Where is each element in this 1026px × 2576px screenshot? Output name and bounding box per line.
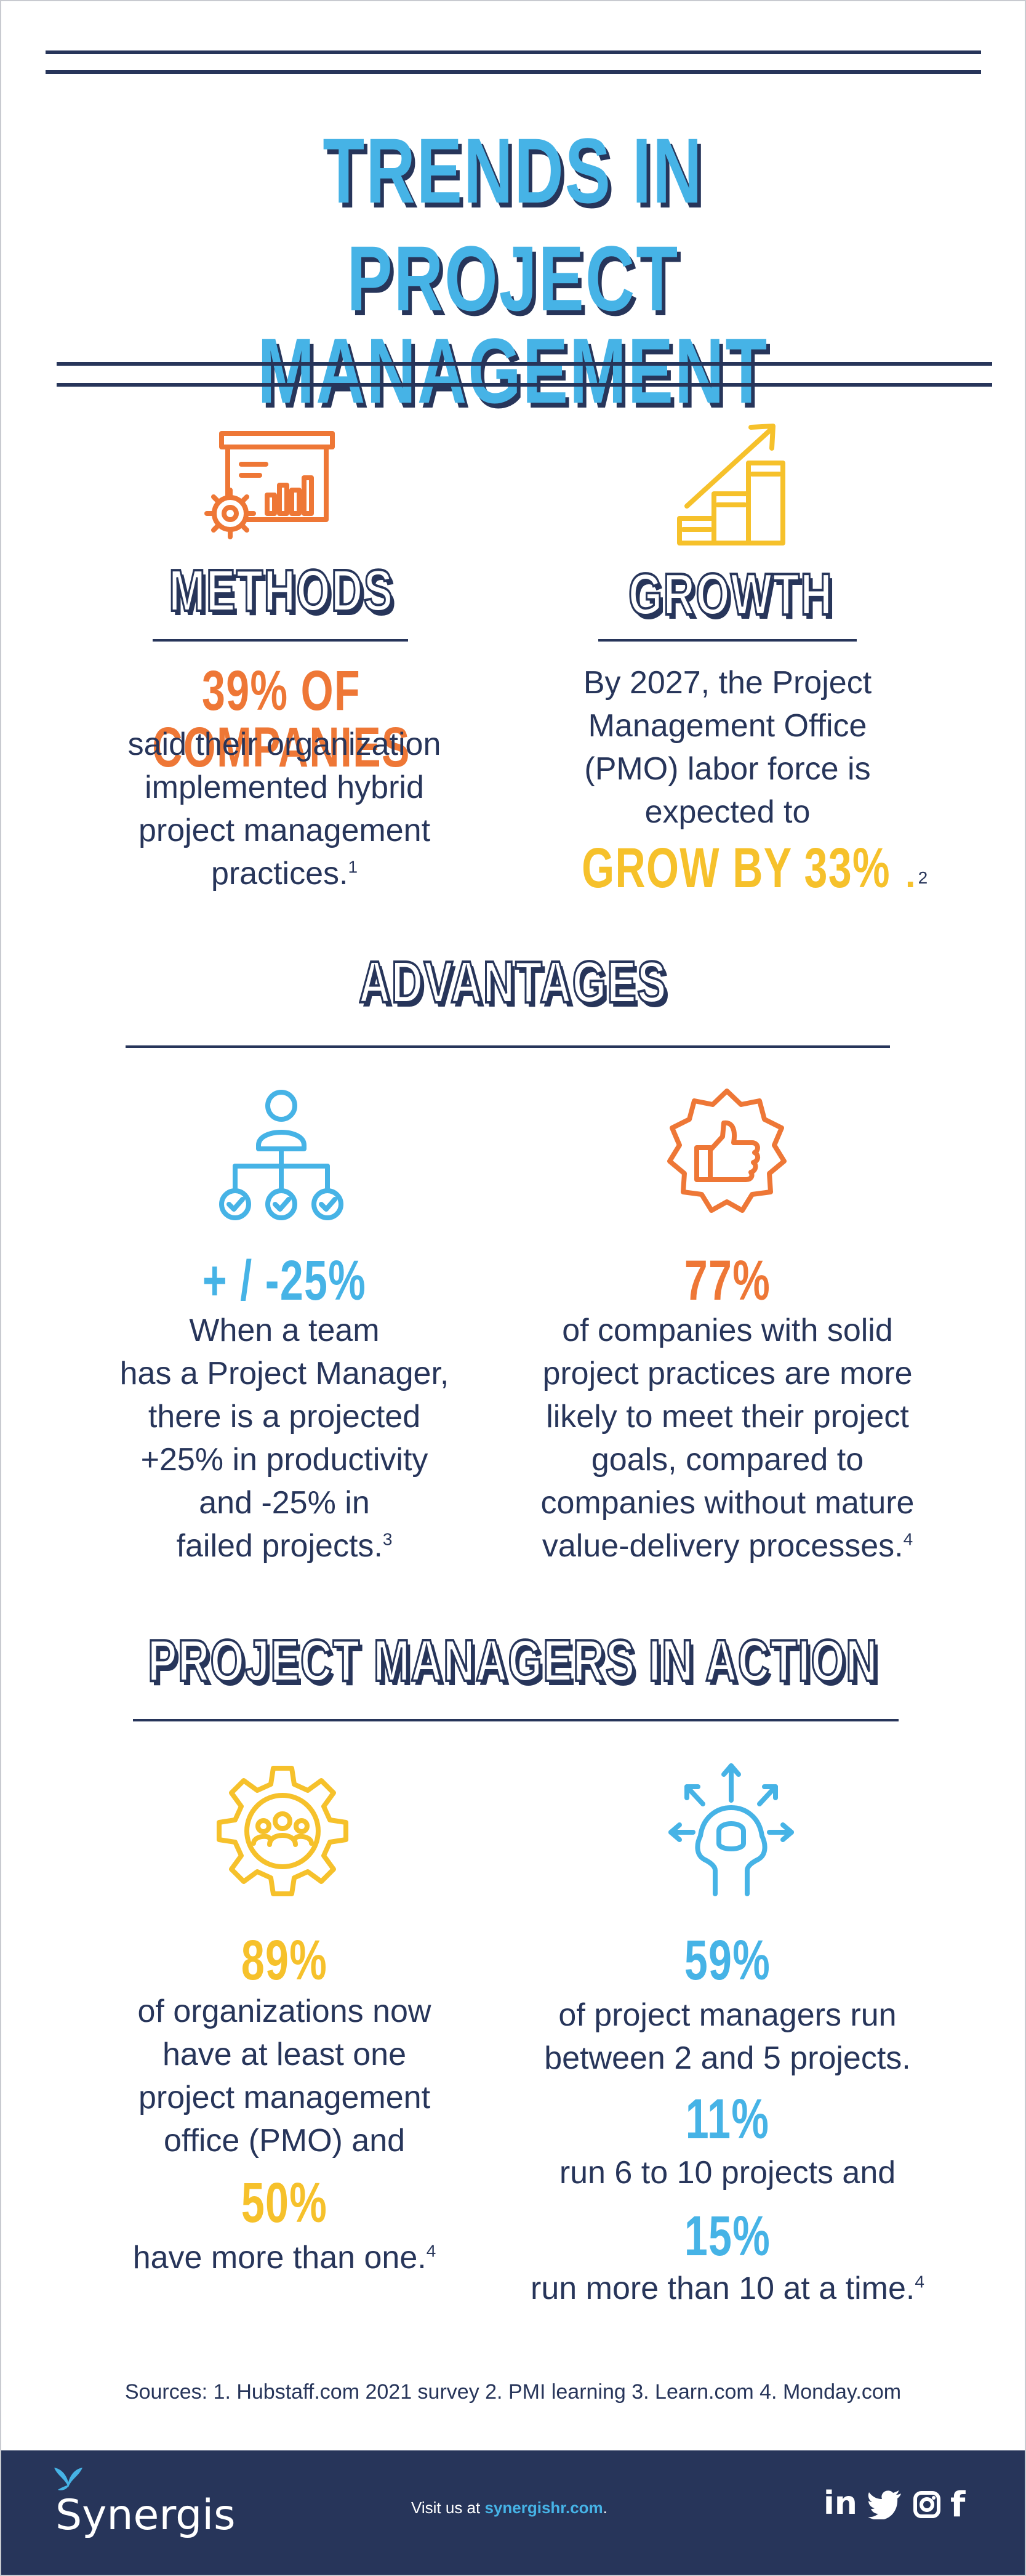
top-rule-2 bbox=[46, 70, 981, 74]
advantages-right-text: of companies with solid project practice… bbox=[481, 1309, 974, 1568]
team-hierarchy-icon bbox=[219, 1090, 343, 1220]
action-left-stat-1: 89% bbox=[241, 1929, 328, 1992]
advantages-left-line-2: has a Project Manager, bbox=[119, 1356, 449, 1391]
advantages-left-line-6: failed projects. bbox=[176, 1528, 383, 1564]
action-left-text: of organizations now have at least one p… bbox=[38, 1990, 531, 2162]
methods-heading: METHODS bbox=[168, 558, 394, 624]
advantages-right-footnote: 4 bbox=[903, 1529, 913, 1549]
advantages-left-line-3: there is a projected bbox=[148, 1399, 421, 1435]
title-rule-2 bbox=[57, 383, 992, 387]
action-right-stat-3: 15% bbox=[684, 2205, 771, 2268]
advantages-right-line-4: goals, compared to bbox=[591, 1442, 864, 1478]
action-right-text-2: run 6 to 10 projects and bbox=[481, 2151, 974, 2194]
advantages-heading: ADVANTAGES bbox=[358, 949, 668, 1015]
person-ideas-arrows-icon bbox=[668, 1763, 794, 1896]
methods-text-line-4: practices. bbox=[210, 856, 348, 892]
thumbs-up-badge-icon bbox=[667, 1089, 787, 1213]
advantages-right-line-3: likely to meet their project bbox=[546, 1399, 909, 1435]
title-line-1: TRENDS IN bbox=[323, 119, 703, 222]
growth-text-line-3: (PMO) labor force is bbox=[584, 751, 871, 787]
advantages-right-line-2: project practices are more bbox=[542, 1356, 913, 1391]
action-left-tail: have more than one.4 bbox=[38, 2236, 531, 2279]
advantages-left-footnote: 3 bbox=[382, 1529, 393, 1549]
advantages-right-line-5: companies without mature bbox=[540, 1485, 915, 1521]
action-right-line-3: run 6 to 10 projects and bbox=[559, 2155, 896, 2191]
methods-rule bbox=[153, 639, 408, 642]
growth-text-line-4: expected to bbox=[644, 794, 811, 830]
butterfly-icon bbox=[54, 2468, 82, 2490]
gear-team-icon bbox=[217, 1766, 348, 1896]
advantages-right-line-1: of companies with solid bbox=[562, 1313, 893, 1348]
advantages-left-line-5: and -25% in bbox=[199, 1485, 370, 1521]
advantages-left-stat: + / -25% bbox=[202, 1249, 367, 1312]
action-left-line-3: project management bbox=[138, 2080, 431, 2115]
methods-text-line-2: implemented hybrid bbox=[145, 770, 424, 805]
growth-text-line-1: By 2027, the Project bbox=[583, 665, 872, 701]
top-rule-1 bbox=[46, 50, 981, 54]
growth-rule bbox=[598, 639, 857, 642]
action-left-line-5: have more than one. bbox=[132, 2240, 427, 2276]
action-left-line-4: office (PMO) and bbox=[163, 2123, 406, 2159]
action-left-line-2: have at least one bbox=[162, 2037, 407, 2072]
methods-stat: 39% OF COMPANIES bbox=[152, 659, 411, 779]
growth-text: By 2027, the Project Management Office (… bbox=[481, 661, 974, 834]
advantages-right-stat: 77% bbox=[684, 1249, 771, 1312]
advantages-left-text: When a team has a Project Manager, there… bbox=[38, 1309, 531, 1568]
growth-footnote: 2 bbox=[918, 867, 928, 887]
growth-heading: GROWTH bbox=[627, 561, 833, 627]
facebook-icon[interactable]: f bbox=[950, 2485, 966, 2525]
methods-text-line-1: said their organization bbox=[127, 727, 441, 762]
action-left-footnote: 4 bbox=[426, 2241, 436, 2261]
methods-footnote: 1 bbox=[348, 857, 358, 877]
growth-stat: GROW BY 33% bbox=[582, 837, 891, 900]
growth-stairs-arrow-icon bbox=[677, 424, 785, 545]
visit-link[interactable]: synergishr.com bbox=[484, 2498, 603, 2517]
advantages-left-line-1: When a team bbox=[189, 1313, 380, 1348]
action-rule bbox=[133, 1719, 899, 1721]
visit-text: Visit us at synergishr.com. bbox=[411, 2498, 607, 2518]
title-line-2: PROJECT MANAGEMENT bbox=[257, 227, 769, 422]
methods-text: said their organization implemented hybr… bbox=[38, 723, 531, 895]
action-heading: PROJECT MANAGERS IN ACTION bbox=[147, 1628, 878, 1694]
advantages-rule bbox=[126, 1045, 890, 1048]
action-right-stat-1: 59% bbox=[684, 1929, 771, 1992]
advantages-right-line-6: value-delivery processes. bbox=[542, 1528, 904, 1564]
visit-prefix: Visit us at bbox=[411, 2498, 485, 2517]
growth-stat-period: . bbox=[905, 854, 916, 895]
action-left-line-1: of organizations now bbox=[137, 1994, 431, 2029]
action-right-footnote: 4 bbox=[915, 2272, 924, 2292]
sources-text: Sources: 1. Hubstaff.com 2021 survey 2. … bbox=[124, 2380, 902, 2404]
action-right-stat-2: 11% bbox=[685, 2088, 770, 2151]
instagram-icon[interactable] bbox=[913, 2491, 940, 2518]
linkedin-icon[interactable]: in bbox=[824, 2485, 857, 2522]
action-right-text-3: run more than 10 at a time.4 bbox=[481, 2267, 974, 2310]
growth-text-line-2: Management Office bbox=[588, 708, 867, 744]
advantages-left-line-4: +25% in productivity bbox=[140, 1442, 428, 1478]
action-right-line-2: between 2 and 5 projects. bbox=[544, 2040, 911, 2076]
action-right-text-1: of project managers run between 2 and 5 … bbox=[481, 1994, 974, 2080]
title-rule-1 bbox=[57, 362, 992, 366]
twitter-icon[interactable] bbox=[868, 2490, 902, 2519]
growth-stat-row: GROW BY 33%. 2 bbox=[481, 840, 974, 896]
action-left-stat-2: 50% bbox=[241, 2171, 328, 2234]
methods-text-line-3: project management bbox=[138, 813, 431, 848]
visit-suffix: . bbox=[603, 2498, 607, 2517]
footer: Synergis Visit us at synergishr.com. in … bbox=[1, 2450, 1025, 2575]
action-right-line-1: of project managers run bbox=[558, 1997, 897, 2033]
logo-wordmark: Synergis bbox=[55, 2491, 236, 2540]
action-right-line-4: run more than 10 at a time. bbox=[531, 2271, 915, 2306]
presentation-chart-gear-icon bbox=[204, 431, 335, 539]
